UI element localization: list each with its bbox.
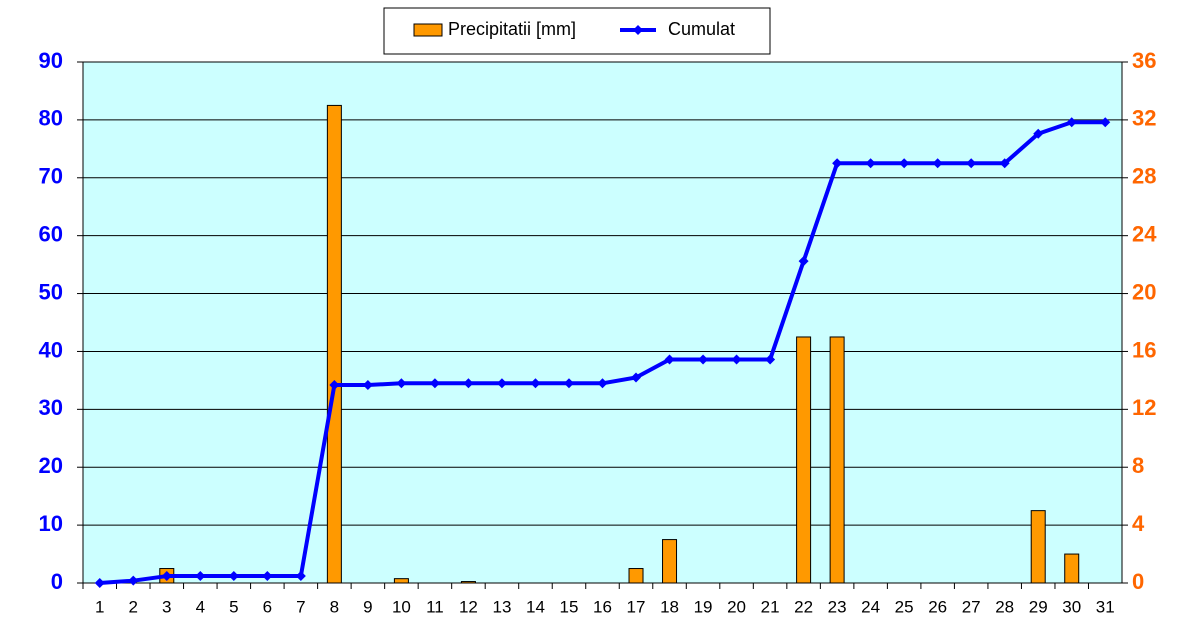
bar <box>829 336 845 584</box>
y-tick-label: 60 <box>39 221 63 246</box>
y2-tick-label: 16 <box>1132 337 1156 362</box>
line-marker <box>262 571 273 582</box>
y-tick-label: 10 <box>39 511 63 536</box>
line-marker <box>463 378 474 389</box>
x-tick-label: 12 <box>459 597 478 616</box>
y-tick-label: 80 <box>39 106 63 131</box>
line-marker <box>362 380 373 391</box>
y2-tick-label: 4 <box>1132 511 1145 536</box>
y2-tick-label: 36 <box>1132 48 1156 73</box>
y2-tick-label: 12 <box>1132 395 1156 420</box>
line-marker <box>228 571 239 582</box>
x-tick-label: 29 <box>1029 597 1048 616</box>
line-marker <box>865 158 876 169</box>
plot-area <box>82 61 1123 584</box>
bar <box>662 539 678 584</box>
line-marker <box>698 354 709 365</box>
line-marker <box>999 158 1010 169</box>
x-tick-label: 22 <box>794 597 813 616</box>
line-marker <box>798 256 809 267</box>
line-marker <box>932 158 943 169</box>
y-tick-label: 30 <box>39 395 63 420</box>
line-marker <box>1033 128 1044 139</box>
y-tick-label: 40 <box>39 337 63 362</box>
x-tick-label: 23 <box>828 597 847 616</box>
x-tick-label: 18 <box>660 597 679 616</box>
bar <box>1064 553 1080 584</box>
x-tick-label: 16 <box>593 597 612 616</box>
legend-swatch <box>413 23 443 37</box>
bar <box>460 581 476 584</box>
line-marker <box>128 575 139 586</box>
line-marker <box>496 378 507 389</box>
line-marker <box>765 354 776 365</box>
legend-label: Cumulat <box>668 19 735 39</box>
line-marker <box>731 354 742 365</box>
y-tick-label: 50 <box>39 279 63 304</box>
line-marker <box>563 378 574 389</box>
x-tick-label: 28 <box>995 597 1014 616</box>
y-tick-label: 70 <box>39 164 63 189</box>
x-tick-label: 19 <box>694 597 713 616</box>
x-tick-label: 20 <box>727 597 746 616</box>
x-tick-label: 2 <box>129 597 138 616</box>
bar <box>326 104 342 584</box>
line-marker <box>295 571 306 582</box>
y-tick-label: 90 <box>39 48 63 73</box>
x-tick-label: 8 <box>330 597 339 616</box>
x-tick-label: 7 <box>296 597 305 616</box>
x-tick-label: 25 <box>895 597 914 616</box>
x-tick-label: 26 <box>928 597 947 616</box>
y2-tick-label: 0 <box>1132 569 1144 594</box>
x-tick-label: 31 <box>1096 597 1115 616</box>
x-tick-label: 14 <box>526 597 545 616</box>
y-tick-label: 20 <box>39 453 63 478</box>
y2-tick-label: 28 <box>1132 164 1156 189</box>
line-marker <box>94 578 105 588</box>
y2-tick-label: 20 <box>1132 279 1156 304</box>
line-marker <box>597 378 608 389</box>
legend-label: Precipitatii [mm] <box>448 19 576 39</box>
line-marker <box>1066 117 1077 128</box>
x-tick-label: 30 <box>1062 597 1081 616</box>
y2-tick-label: 8 <box>1132 453 1144 478</box>
x-tick-label: 6 <box>263 597 272 616</box>
line-marker <box>664 354 675 365</box>
line-marker <box>429 378 440 389</box>
legend-marker <box>633 25 643 35</box>
y2-tick-label: 32 <box>1132 106 1156 131</box>
x-tick-label: 3 <box>162 597 171 616</box>
y2-tick-label: 24 <box>1132 221 1157 246</box>
x-tick-label: 21 <box>761 597 780 616</box>
x-tick-label: 4 <box>196 597 205 616</box>
bar <box>393 578 409 584</box>
legend <box>383 7 771 55</box>
x-tick-label: 9 <box>363 597 372 616</box>
x-tick-label: 11 <box>426 597 444 616</box>
line-marker <box>1100 117 1111 128</box>
bar <box>628 568 644 584</box>
bar <box>796 336 812 584</box>
line-marker <box>161 571 172 582</box>
x-tick-label: 27 <box>962 597 981 616</box>
bar <box>1030 510 1046 584</box>
line-marker <box>329 380 340 391</box>
line-marker <box>530 378 541 389</box>
line-marker <box>966 158 977 169</box>
line-marker <box>396 378 407 389</box>
x-tick-label: 10 <box>392 597 411 616</box>
x-tick-label: 15 <box>560 597 579 616</box>
x-tick-label: 1 <box>95 597 104 616</box>
line-marker <box>899 158 910 169</box>
line-marker <box>631 372 642 383</box>
line-marker <box>832 158 843 169</box>
x-tick-label: 13 <box>492 597 511 616</box>
y-tick-label: 0 <box>51 569 63 594</box>
x-tick-label: 24 <box>861 597 880 616</box>
line-marker <box>195 571 206 582</box>
x-tick-label: 17 <box>627 597 646 616</box>
x-tick-label: 5 <box>229 597 238 616</box>
